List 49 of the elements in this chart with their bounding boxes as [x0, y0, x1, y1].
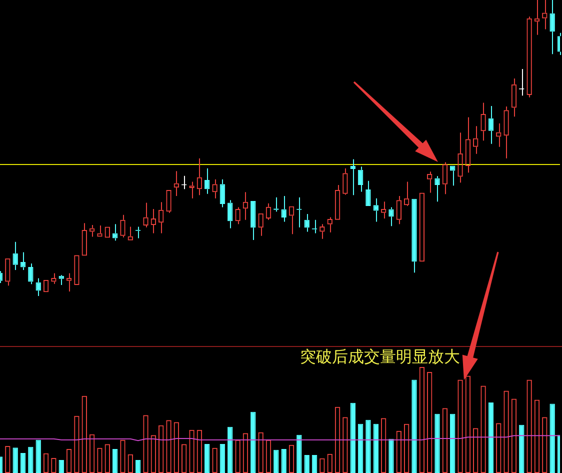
text: 突破后成交量明显放大: [300, 347, 460, 366]
candlestick: [220, 178, 226, 208]
candlestick: [450, 166, 456, 186]
bar: [12, 448, 18, 473]
bar: [488, 402, 494, 473]
candlestick: [412, 198, 417, 274]
candlestick: [488, 105, 494, 144]
candlestick: [304, 214, 310, 232]
candlestick: [434, 176, 440, 202]
bar: [28, 446, 34, 473]
bar: [20, 452, 26, 473]
bar: [296, 434, 302, 473]
bar: [434, 414, 440, 473]
bar: [281, 448, 286, 473]
candlestick: [358, 166, 364, 192]
bar: [519, 424, 524, 473]
candlestick: [366, 180, 371, 206]
candlestick: [350, 158, 356, 196]
candlestick: [204, 168, 210, 194]
candlestick: [112, 224, 118, 242]
bar: [228, 426, 233, 473]
candlestick: [228, 200, 233, 229]
bar: [274, 450, 279, 473]
bar: [412, 380, 417, 473]
bar: [112, 448, 118, 473]
candlestick: [550, 0, 555, 55]
bar: [304, 454, 310, 473]
bar: [550, 404, 555, 473]
bar: [388, 438, 394, 473]
candlestick: [36, 278, 41, 296]
bar: [312, 454, 318, 473]
bar: [135, 460, 141, 473]
candlestick: [12, 241, 18, 270]
bar: [250, 412, 256, 473]
bar: [373, 424, 378, 473]
candlestick: [28, 262, 34, 285]
candlestick: [20, 252, 26, 270]
bar: [58, 460, 64, 473]
candlestick: [388, 206, 394, 227]
bar: [204, 444, 210, 473]
candlestick: [250, 200, 256, 241]
bar: [36, 440, 41, 473]
bar: [366, 420, 371, 473]
bar: [358, 424, 364, 473]
bar: [220, 444, 226, 473]
candlestick: [373, 198, 378, 222]
bar: [450, 414, 456, 473]
candlestick: [58, 274, 64, 286]
bar: [350, 402, 356, 473]
